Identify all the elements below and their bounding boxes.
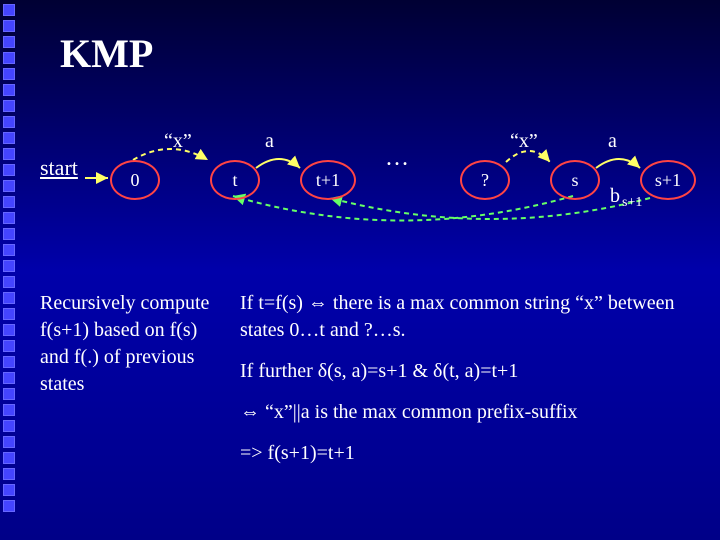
line-2: If further δ(s, a)=s+1 & δ(t, a)=t+1 [240, 358, 680, 385]
edge-label-a1: a [265, 130, 274, 153]
right-column-text: If t=f(s) ⇔ there is a max common string… [240, 290, 680, 481]
state-s: s [550, 160, 600, 200]
line-3: ⇔ “x”||a is the max common prefix-suffix [240, 399, 680, 426]
ellipsis: … [385, 145, 409, 172]
state-s1: s+1 [640, 160, 696, 200]
slide-title: KMP [60, 30, 153, 77]
state-t1: t+1 [300, 160, 356, 200]
state-q: ? [460, 160, 510, 200]
edge-label-a2: a [608, 130, 617, 153]
edge-label-x1: “x” [164, 130, 192, 153]
edge-label-b: b [610, 185, 620, 208]
state-t: t [210, 160, 260, 200]
line-1: If t=f(s) ⇔ there is a max common string… [240, 290, 680, 344]
edge-label-x2: “x” [510, 130, 538, 153]
left-column-text: Recursively compute f(s+1) based on f(s)… [40, 290, 230, 398]
state-0: 0 [110, 160, 160, 200]
line-4: => f(s+1)=t+1 [240, 440, 680, 467]
slide: KMP start [0, 0, 720, 540]
side-bullets [0, 0, 18, 540]
automaton-diagram: start 0 t [40, 130, 680, 250]
edge-label-bsub: s+1 [622, 195, 642, 211]
